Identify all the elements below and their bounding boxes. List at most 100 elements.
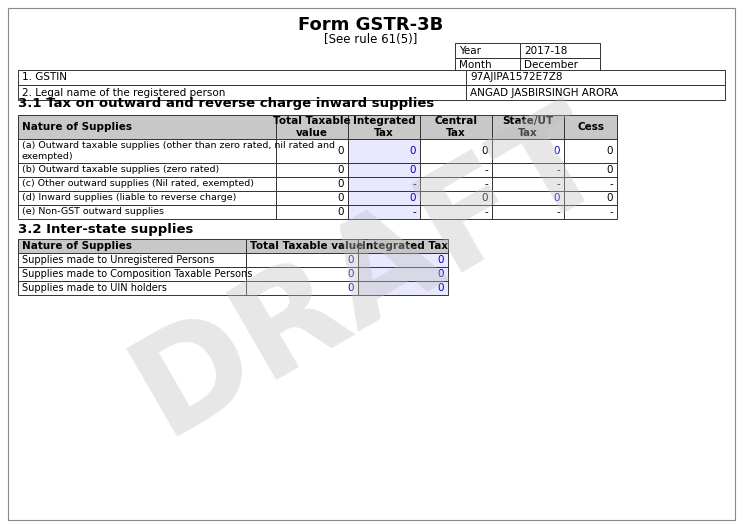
Bar bbox=[420, 163, 492, 177]
Text: -: - bbox=[557, 179, 560, 189]
Bar bbox=[276, 177, 348, 191]
Text: Nature of Supplies: Nature of Supplies bbox=[22, 122, 132, 132]
Bar bbox=[276, 163, 348, 177]
Text: Central
Tax: Central Tax bbox=[435, 116, 478, 138]
Text: Supplies made to Unregistered Persons: Supplies made to Unregistered Persons bbox=[22, 255, 214, 265]
Text: 1. GSTIN: 1. GSTIN bbox=[22, 72, 67, 82]
Text: Total Taxable
value: Total Taxable value bbox=[273, 116, 351, 138]
Text: 0: 0 bbox=[606, 165, 613, 175]
Bar bbox=[18, 85, 466, 100]
Text: -: - bbox=[484, 165, 488, 175]
Bar bbox=[358, 267, 448, 281]
Text: -: - bbox=[484, 207, 488, 217]
Bar bbox=[246, 253, 358, 267]
Bar bbox=[358, 253, 448, 267]
Text: 0: 0 bbox=[348, 283, 354, 293]
Bar bbox=[348, 163, 420, 177]
Bar bbox=[564, 191, 617, 205]
Bar bbox=[246, 281, 358, 295]
Bar bbox=[246, 239, 358, 253]
Text: 0: 0 bbox=[337, 165, 344, 175]
Bar bbox=[358, 281, 448, 295]
Text: Year: Year bbox=[459, 45, 481, 55]
Bar bbox=[492, 115, 564, 139]
Text: DRAFT: DRAFT bbox=[111, 85, 629, 461]
Text: Cess: Cess bbox=[577, 122, 604, 132]
Bar bbox=[420, 177, 492, 191]
Text: 0: 0 bbox=[481, 146, 488, 156]
Text: 3.1 Tax on outward and reverse charge inward supplies: 3.1 Tax on outward and reverse charge in… bbox=[18, 98, 434, 110]
Bar bbox=[348, 205, 420, 219]
Text: State/UT
Tax: State/UT Tax bbox=[502, 116, 554, 138]
Text: 2017-18: 2017-18 bbox=[524, 45, 568, 55]
Bar bbox=[18, 177, 276, 191]
Text: 0: 0 bbox=[337, 179, 344, 189]
Text: 0: 0 bbox=[481, 193, 488, 203]
Bar bbox=[564, 163, 617, 177]
Bar bbox=[455, 43, 520, 58]
Text: Integrated Tax: Integrated Tax bbox=[362, 241, 448, 251]
Text: December: December bbox=[524, 61, 578, 71]
Text: 2. Legal name of the registered person: 2. Legal name of the registered person bbox=[22, 88, 225, 98]
Text: Nature of Supplies: Nature of Supplies bbox=[22, 241, 132, 251]
Bar bbox=[520, 43, 600, 58]
Text: ANGAD JASBIRSINGH ARORA: ANGAD JASBIRSINGH ARORA bbox=[470, 88, 618, 98]
Bar bbox=[348, 115, 420, 139]
Text: (d) Inward supplies (liable to reverse charge): (d) Inward supplies (liable to reverse c… bbox=[22, 193, 236, 203]
Bar bbox=[420, 139, 492, 163]
Bar bbox=[466, 85, 725, 100]
Text: Month: Month bbox=[459, 61, 492, 71]
Bar bbox=[520, 58, 600, 73]
Text: (c) Other outward supplies (Nil rated, exempted): (c) Other outward supplies (Nil rated, e… bbox=[22, 180, 254, 188]
Bar bbox=[358, 239, 448, 253]
Bar bbox=[492, 163, 564, 177]
Text: Form GSTR-3B: Form GSTR-3B bbox=[299, 16, 444, 34]
Bar bbox=[276, 139, 348, 163]
Text: Supplies made to Composition Taxable Persons: Supplies made to Composition Taxable Per… bbox=[22, 269, 253, 279]
Text: 0: 0 bbox=[409, 146, 416, 156]
Bar bbox=[492, 139, 564, 163]
Text: (a) Outward taxable supplies (other than zero rated, nil rated and
exempted): (a) Outward taxable supplies (other than… bbox=[22, 141, 335, 161]
Text: -: - bbox=[412, 207, 416, 217]
Text: 0: 0 bbox=[337, 207, 344, 217]
Text: 0: 0 bbox=[438, 255, 444, 265]
Text: 97AJIPA1572E7Z8: 97AJIPA1572E7Z8 bbox=[470, 72, 562, 82]
Bar bbox=[564, 177, 617, 191]
Bar bbox=[18, 239, 246, 253]
Text: 0: 0 bbox=[554, 193, 560, 203]
Bar bbox=[348, 177, 420, 191]
Bar bbox=[564, 115, 617, 139]
Bar bbox=[455, 58, 520, 73]
Text: -: - bbox=[609, 179, 613, 189]
Text: -: - bbox=[557, 165, 560, 175]
Bar bbox=[18, 70, 466, 85]
Bar bbox=[18, 139, 276, 163]
Text: 0: 0 bbox=[337, 146, 344, 156]
Bar bbox=[492, 191, 564, 205]
Bar bbox=[18, 115, 276, 139]
Text: -: - bbox=[557, 207, 560, 217]
Bar bbox=[492, 205, 564, 219]
Bar bbox=[564, 139, 617, 163]
Text: (b) Outward taxable supplies (zero rated): (b) Outward taxable supplies (zero rated… bbox=[22, 165, 219, 174]
Bar bbox=[18, 281, 246, 295]
Text: 0: 0 bbox=[438, 269, 444, 279]
Text: Supplies made to UIN holders: Supplies made to UIN holders bbox=[22, 283, 167, 293]
Text: -: - bbox=[609, 207, 613, 217]
Text: (e) Non-GST outward supplies: (e) Non-GST outward supplies bbox=[22, 208, 164, 216]
Bar bbox=[18, 205, 276, 219]
Text: Integrated
Tax: Integrated Tax bbox=[353, 116, 415, 138]
Text: 0: 0 bbox=[348, 269, 354, 279]
Bar bbox=[18, 163, 276, 177]
Text: 0: 0 bbox=[438, 283, 444, 293]
Text: -: - bbox=[484, 179, 488, 189]
Bar bbox=[564, 205, 617, 219]
Bar bbox=[348, 191, 420, 205]
Bar bbox=[18, 253, 246, 267]
Bar bbox=[276, 191, 348, 205]
Text: [See rule 61(5)]: [See rule 61(5)] bbox=[324, 33, 418, 45]
Bar bbox=[18, 191, 276, 205]
Bar bbox=[420, 191, 492, 205]
Bar bbox=[276, 115, 348, 139]
Text: 0: 0 bbox=[348, 255, 354, 265]
